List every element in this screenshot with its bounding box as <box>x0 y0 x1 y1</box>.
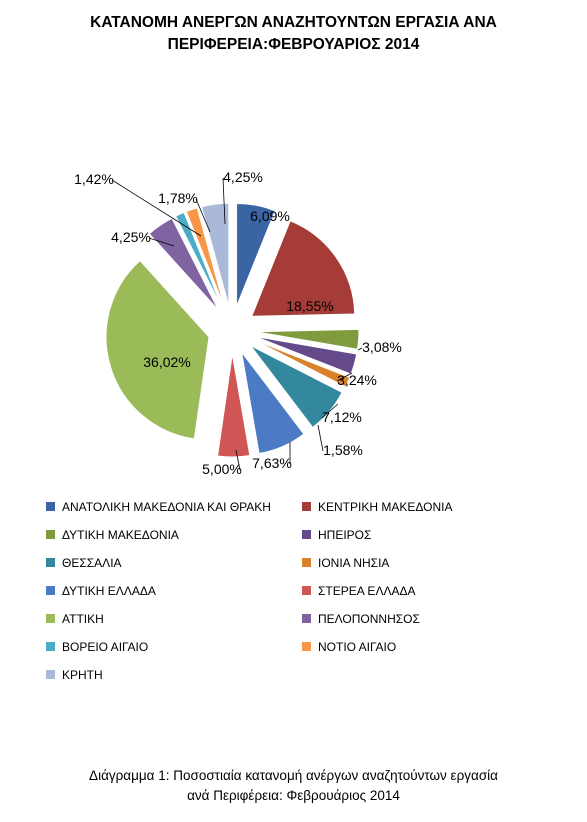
legend-label: ΑΝΑΤΟΛΙΚΗ ΜΑΚΕΔΟΝΙΑ ΚΑΙ ΘΡΑΚΗ <box>62 500 271 514</box>
pie-slice-8 <box>105 259 210 440</box>
legend-label: ΝΟΤΙΟ ΑΙΓΑΙΟ <box>318 640 397 654</box>
figure-caption: Διάγραμμα 1: Ποσοστιαία κατανομή ανέργων… <box>0 766 587 806</box>
legend-swatch <box>302 586 311 595</box>
legend-label: ΔΥΤΙΚΗ ΕΛΛΑΔΑ <box>62 584 156 598</box>
figure-caption-line-2: ανά Περιφέρεια: Φεβρουάριος 2014 <box>187 788 400 803</box>
pie-slice-4 <box>253 339 351 388</box>
legend-label: ΒΟΡΕΙΟ ΑΙΓΑΙΟ <box>62 640 149 654</box>
data-label-12: 4,25% <box>223 169 263 185</box>
pie-slice-2 <box>255 328 360 350</box>
data-label-2: 3,08% <box>362 339 402 355</box>
leader-line-3 <box>336 372 353 382</box>
leader-line-9 <box>148 237 175 247</box>
legend-label: ΔΥΤΙΚΗ ΜΑΚΕΔΟΝΙΑ <box>62 528 179 542</box>
pie-slice-0 <box>236 202 276 307</box>
legend-label: ΑΤΤΙΚΗ <box>62 612 104 626</box>
data-label-0: 6,09% <box>250 208 290 224</box>
legend-label: ΘΕΣΣΑΛΙΑ <box>62 556 122 570</box>
data-label-1: 18,55% <box>286 298 333 314</box>
pie-slice-6 <box>241 351 305 455</box>
leader-line-4 <box>317 424 324 452</box>
legend-swatch <box>302 614 311 623</box>
leader-line-7 <box>235 449 241 471</box>
pie-slice-10 <box>174 211 223 309</box>
legend-swatch <box>46 530 55 539</box>
legend-swatch <box>46 642 55 651</box>
legend-label: ΗΠΕΙΡΟΣ <box>318 528 372 542</box>
chart-title-line-2: ΠΕΡΙΦΕΡΕΙΑ:ΦΕΒΡΟΥΑΡΙΟΣ 2014 <box>167 36 420 53</box>
leader-line-10 <box>111 179 202 237</box>
leader-line-12 <box>222 177 226 225</box>
data-label-9: 4,25% <box>111 229 151 245</box>
legend-swatch <box>46 502 55 511</box>
legend-swatch <box>302 642 311 651</box>
data-label-10: 1,42% <box>74 171 114 187</box>
pie-slice-3 <box>254 335 358 375</box>
leader-line-11 <box>195 198 211 233</box>
data-label-8: 36,02% <box>143 354 190 370</box>
legend-label: ΚΕΝΤΡΙΚΗ ΜΑΚΕΔΟΝΙΑ <box>318 500 453 514</box>
leader-line-5 <box>321 403 339 419</box>
pie-chart: 6,09% 18,55% 3,08% 3,24% 1,58% 7,12% 7,63% 5,00… <box>74 169 402 477</box>
data-label-4: 1,58% <box>323 442 363 458</box>
chart-title: ΚΑΤΑΝΟΜΗ ΑΝΕΡΓΩΝ ΑΝΑΖΗΤΟΥΝΤΩΝ ΕΡΓΑΣΙΑ ΑΝ… <box>0 12 587 56</box>
leader-line-2 <box>357 347 363 351</box>
data-label-7: 5,00% <box>202 461 242 477</box>
data-label-5: 7,12% <box>322 409 362 425</box>
pie-slice-9 <box>148 217 219 311</box>
legend-swatch <box>46 558 55 567</box>
legend-swatch <box>302 558 311 567</box>
data-label-6: 7,63% <box>252 455 292 471</box>
data-label-3: 3,24% <box>337 372 377 388</box>
legend-swatch <box>46 670 55 679</box>
legend-label: ΚΡΗΤΗ <box>62 668 103 682</box>
chart-title-line-1: ΚΑΤΑΝΟΜΗ ΑΝΕΡΓΩΝ ΑΝΑΖΗΤΟΥΝΤΩΝ ΕΡΓΑΣΙΑ ΑΝ… <box>90 14 497 31</box>
legend-label: ΙΟΝΙΑ ΝΗΣΙΑ <box>318 556 390 570</box>
pie-slice-1 <box>250 220 356 317</box>
legend-label: ΠΕΛΟΠΟΝΝΗΣΟΣ <box>318 612 420 626</box>
legend-swatch <box>46 614 55 623</box>
legend-swatch <box>302 502 311 511</box>
pie-slice-7 <box>217 353 251 458</box>
legend-swatch <box>302 530 311 539</box>
figure-caption-line-1: Διάγραμμα 1: Ποσοστιαία κατανομή ανέργων… <box>89 768 498 783</box>
legend-label: ΣΤΕΡΕΑ ΕΛΛΑΔΑ <box>318 584 416 598</box>
legend-swatch <box>46 586 55 595</box>
data-label-11: 1,78% <box>158 190 198 206</box>
